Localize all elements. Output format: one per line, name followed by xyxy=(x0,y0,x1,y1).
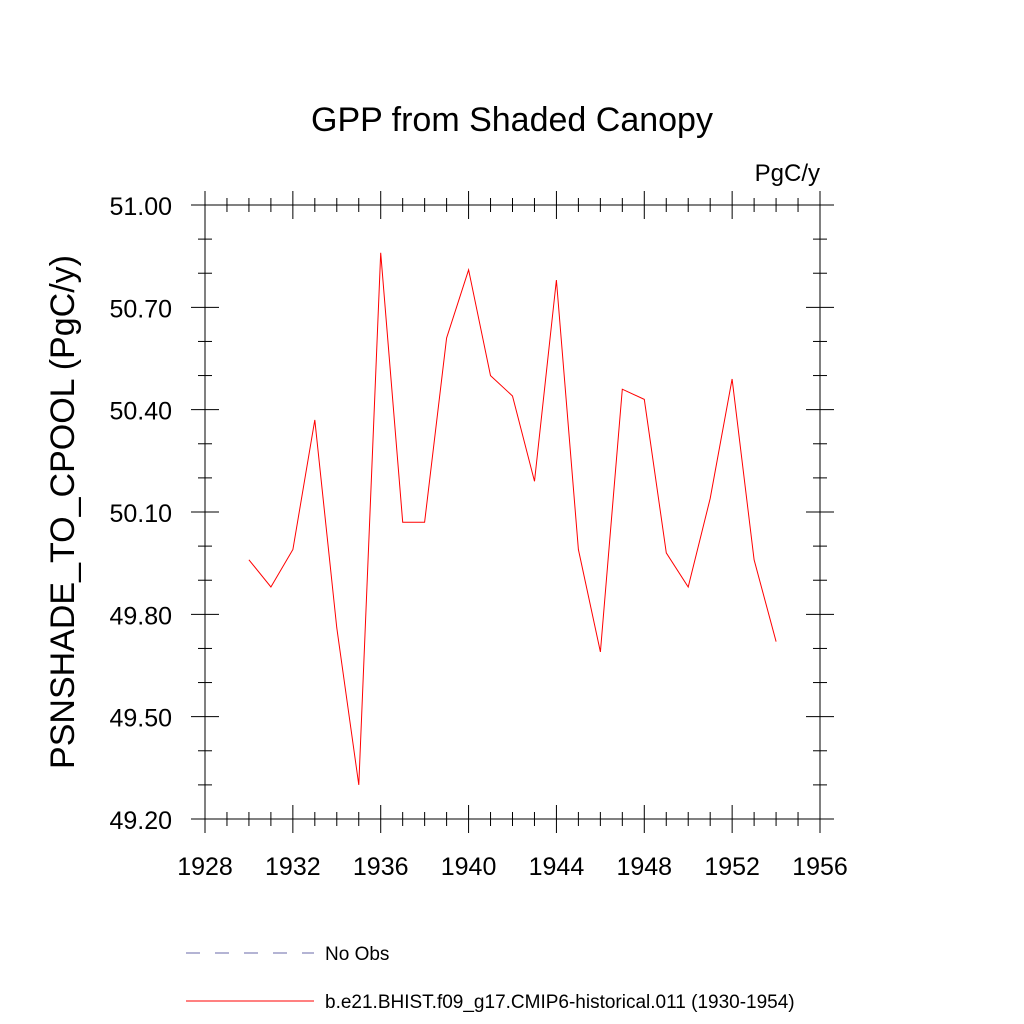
units-label: PgC/y xyxy=(755,160,820,187)
x-tick-label: 1940 xyxy=(441,853,497,881)
x-tick-label: 1932 xyxy=(265,853,321,881)
x-tick-label: 1948 xyxy=(616,853,672,881)
y-tick-label: 51.00 xyxy=(109,193,172,221)
series-layer xyxy=(248,252,777,785)
x-tick-label: 1952 xyxy=(704,853,760,881)
y-tick-label: 49.50 xyxy=(109,705,172,733)
x-tick-label: 1936 xyxy=(353,853,409,881)
legend-label-historical: b.e21.BHIST.f09_g17.CMIP6-historical.011… xyxy=(325,992,795,1013)
axis-tick-labels: 1928 1932 1936 1940 1944 1948 1952 1956 49.20 49.… xyxy=(109,193,847,881)
plot-frame xyxy=(204,204,821,820)
y-tick-label: 50.40 xyxy=(109,398,172,426)
y-tick-label: 50.10 xyxy=(109,500,172,528)
chart-title: GPP from Shaded Canopy xyxy=(311,101,713,139)
y-tick-label: 49.80 xyxy=(109,602,172,630)
legend-label-no-obs: No Obs xyxy=(325,944,389,965)
series-line xyxy=(248,252,777,785)
x-tick-label: 1944 xyxy=(529,853,585,881)
axis-ticks xyxy=(191,191,834,833)
y-tick-label: 49.20 xyxy=(109,807,172,835)
legend: No Obs b.e21.BHIST.f09_g17.CMIP6-histori… xyxy=(186,944,795,1013)
x-tick-label: 1928 xyxy=(177,853,233,881)
y-tick-label: 50.70 xyxy=(109,295,172,323)
x-tick-label: 1956 xyxy=(792,853,848,881)
y-axis-label: PSNSHADE_TO_CPOOL (PgC/y) xyxy=(44,255,82,769)
